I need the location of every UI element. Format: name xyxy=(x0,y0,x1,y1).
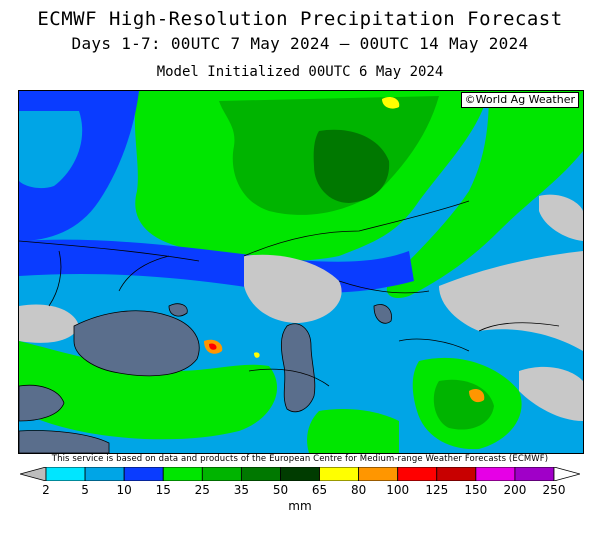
rain-spot-yellow-caucasus xyxy=(254,352,260,358)
ecmwf-disclaimer: This service is based on data and produc… xyxy=(51,454,549,464)
dry-land-northeast xyxy=(539,194,583,241)
copyright-label: ©World Ag Weather xyxy=(460,92,579,108)
legend-tick-label: 25 xyxy=(194,483,210,497)
precipitation-map: ©World Ag Weather xyxy=(18,90,584,454)
legend-tick-label: 65 xyxy=(311,483,328,497)
legend-swatch xyxy=(475,467,516,481)
color-legend xyxy=(20,467,580,481)
legend-tick-label: 100 xyxy=(386,483,410,497)
legend-swatch xyxy=(84,467,125,481)
legend-swatch xyxy=(123,467,164,481)
legend-tick-label: 150 xyxy=(464,483,488,497)
legend-tick-label: 250 xyxy=(542,483,566,497)
legend-swatch xyxy=(45,467,86,481)
rain-zone-lightblue-northwest xyxy=(19,111,83,189)
map-canvas xyxy=(19,91,583,453)
legend-swatch xyxy=(436,467,477,481)
legend-tick-label: 5 xyxy=(81,483,89,497)
legend-tick-label: 10 xyxy=(116,483,132,497)
legend-swatch xyxy=(397,467,438,481)
legend-swatch xyxy=(162,467,203,481)
dry-land-east xyxy=(519,366,583,421)
legend-swatch xyxy=(240,467,281,481)
aegean-sea xyxy=(19,384,65,422)
legend-tick-label: 2 xyxy=(42,483,50,497)
rain-zone-green-south xyxy=(307,409,399,453)
legend-unit: mm xyxy=(288,499,312,513)
caspian-sea xyxy=(280,323,316,413)
color-legend-bar xyxy=(20,467,580,481)
rain-spot-red-caucasus xyxy=(209,343,217,350)
forecast-period: Days 1-7: 00UTC 7 May 2024 – 00UTC 14 Ma… xyxy=(71,34,529,53)
rain-spot-yellow-north xyxy=(382,96,400,109)
legend-tick-label: 50 xyxy=(272,483,289,497)
sea-of-azov xyxy=(168,303,188,317)
legend-tick-label: 200 xyxy=(503,483,527,497)
legend-arrow-low xyxy=(20,467,47,481)
dry-land-ukraine xyxy=(244,254,342,323)
legend-swatch xyxy=(358,467,399,481)
rain-spot-orange-iran xyxy=(469,389,485,403)
rain-zone-green-east xyxy=(386,91,583,299)
map-title: ECMWF High-Resolution Precipitation Fore… xyxy=(37,8,563,30)
rain-zone-heavy-north xyxy=(313,129,390,203)
legend-swatch xyxy=(201,467,242,481)
country-borders xyxy=(19,200,560,387)
legend-swatch xyxy=(319,467,360,481)
dry-land-kazakhstan xyxy=(439,251,583,351)
legend-swatch xyxy=(280,467,320,481)
rain-zone-green-turkey xyxy=(19,341,278,440)
legend-tick-label: 125 xyxy=(425,483,449,497)
legend-tick-label: 15 xyxy=(155,483,171,497)
dry-land-west xyxy=(19,304,79,343)
legend-swatch xyxy=(514,467,555,481)
model-init-time: Model Initialized 00UTC 6 May 2024 xyxy=(156,64,444,80)
aral-sea xyxy=(373,304,392,324)
legend-tick-label: 80 xyxy=(350,483,367,497)
legend-arrow-high xyxy=(553,467,580,481)
black-sea xyxy=(73,310,200,377)
legend-tick-label: 35 xyxy=(233,483,250,497)
mediterranean-sea xyxy=(19,430,110,453)
